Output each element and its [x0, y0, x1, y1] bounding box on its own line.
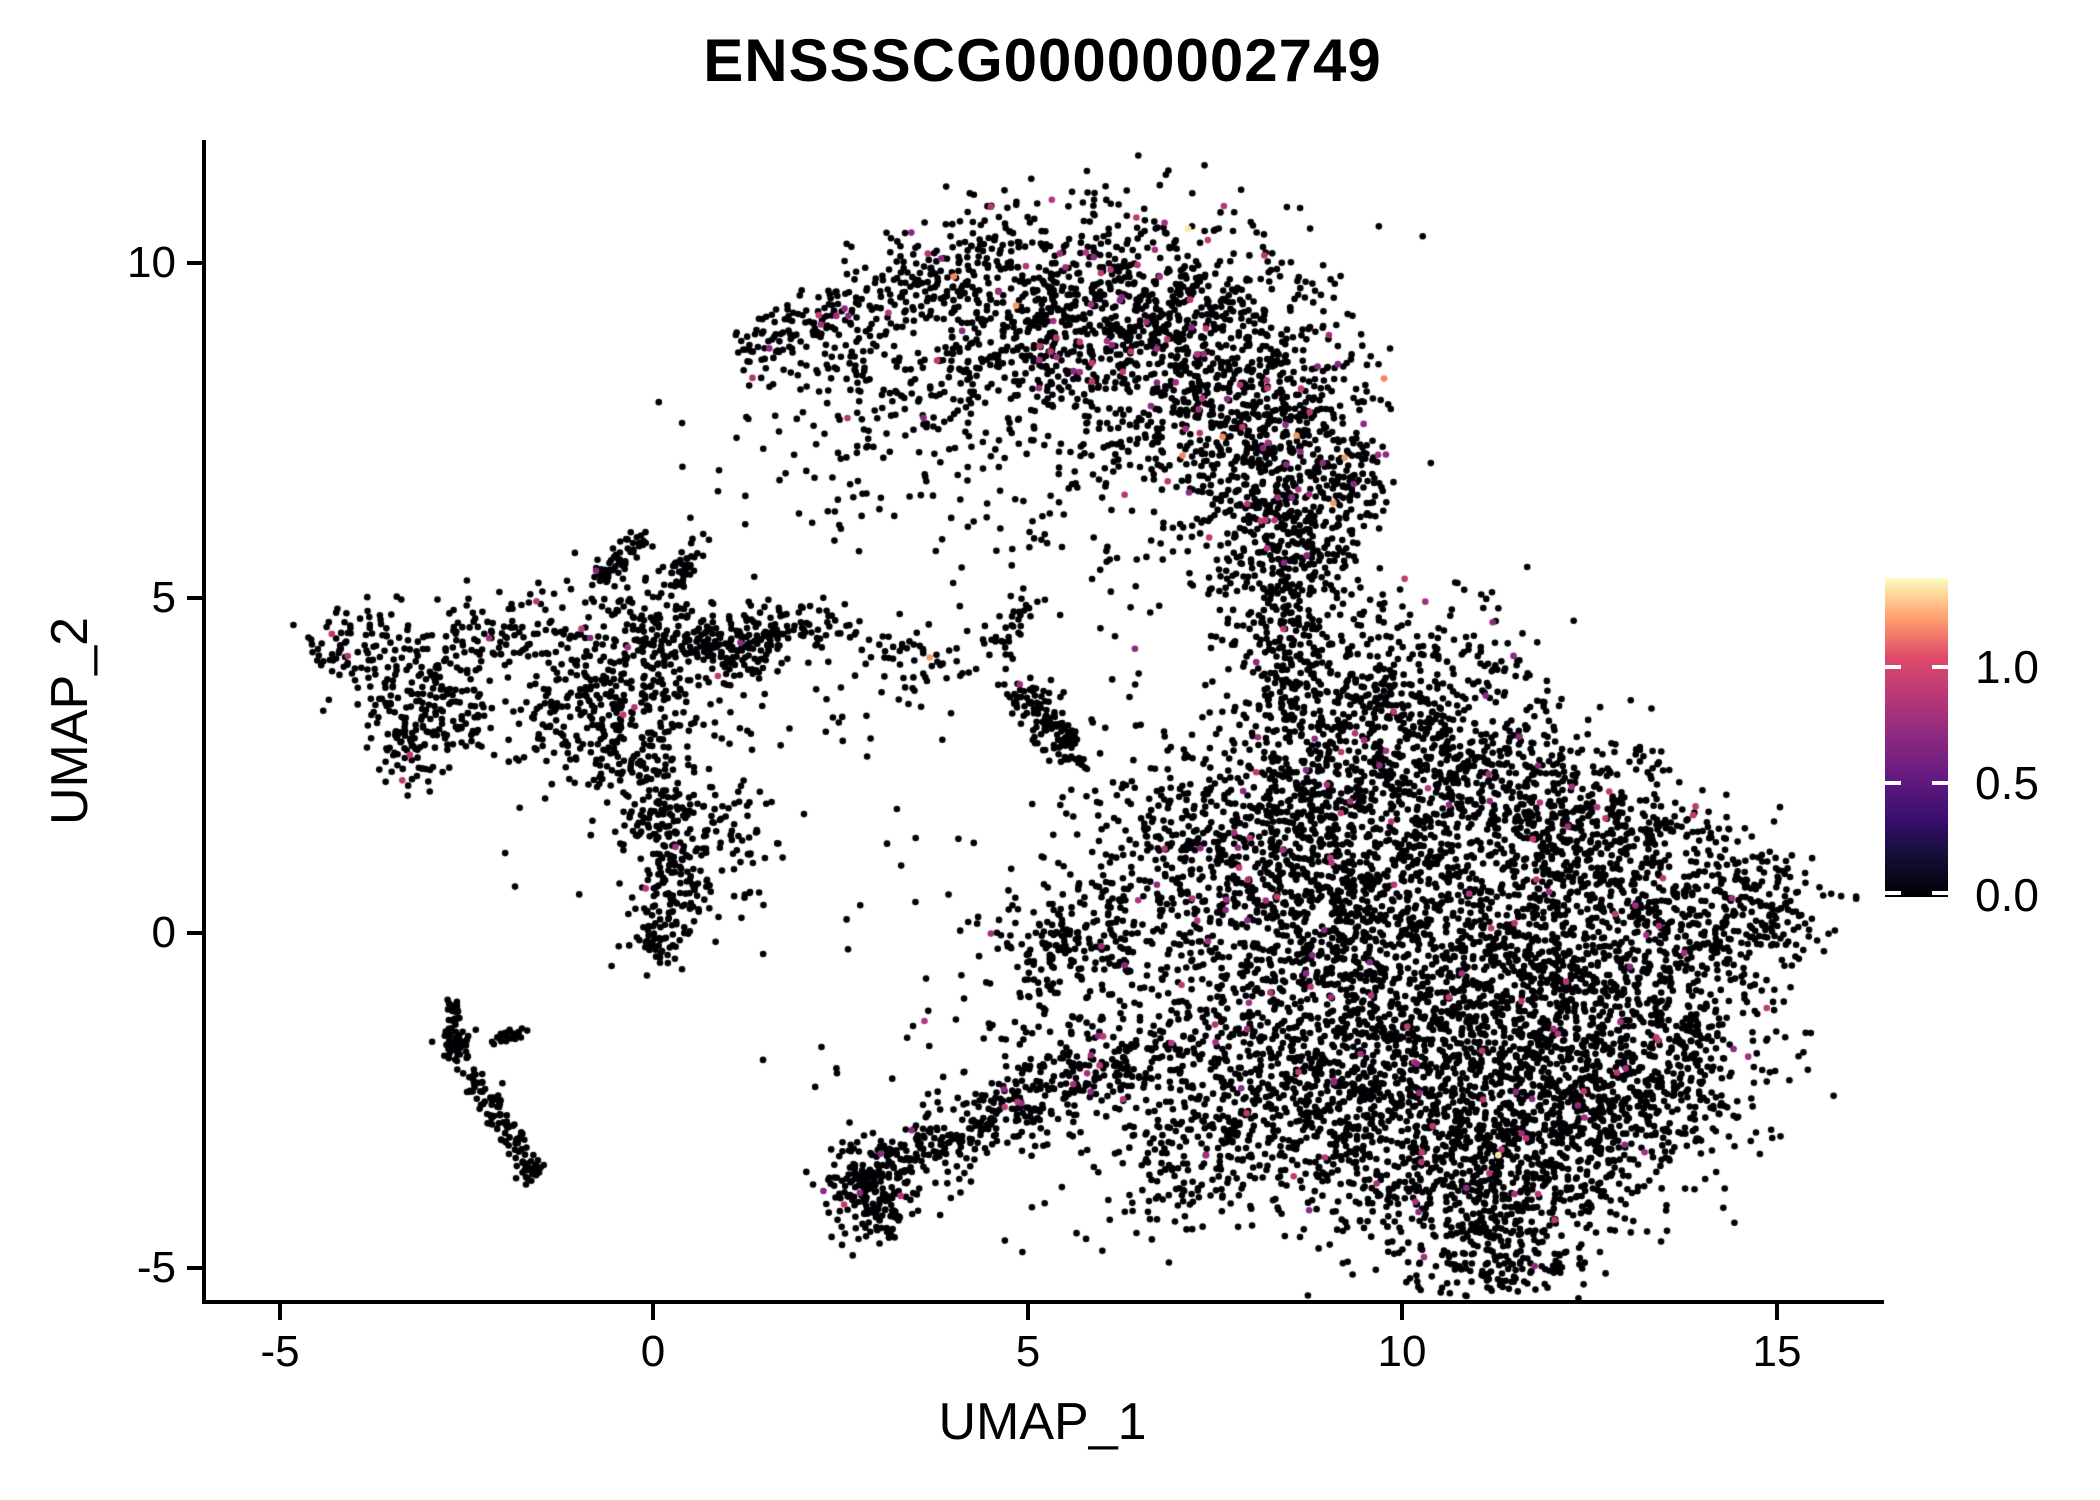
y-tick-label: 0	[151, 908, 176, 957]
x-axis-title: UMAP_1	[938, 1393, 1147, 1451]
x-tick-label: 15	[1752, 1327, 1802, 1376]
y-axis-title: UMAP_2	[41, 616, 99, 826]
x-tick-mark	[1775, 1304, 1779, 1320]
y-tick-label: 10	[127, 238, 176, 287]
y-tick-mark	[187, 596, 204, 600]
y-axis-line	[202, 140, 206, 1304]
x-tick-mark	[278, 1304, 282, 1320]
y-tick-mark	[187, 931, 204, 935]
y-tick-label: -5	[136, 1243, 176, 1292]
plot-title: ENSSSCG00000002749	[703, 27, 1382, 94]
y-tick-mark	[187, 1266, 204, 1270]
x-tick-label: 0	[640, 1327, 666, 1376]
colorbar-tick	[1932, 665, 1948, 669]
x-tick-label: -5	[260, 1327, 300, 1376]
colorbar-tick	[1932, 781, 1948, 785]
colorbar-tick	[1885, 891, 1901, 895]
colorbar-tick	[1932, 891, 1948, 895]
x-tick-mark	[1026, 1304, 1030, 1320]
x-tick-mark	[1400, 1304, 1404, 1320]
x-tick-label: 10	[1377, 1327, 1427, 1376]
colorbar-label: 0.5	[1975, 757, 2039, 809]
y-tick-label: 5	[151, 573, 176, 622]
x-tick-label: 5	[1015, 1327, 1041, 1376]
x-tick-mark	[651, 1304, 655, 1320]
colorbar-tick	[1885, 781, 1901, 785]
colorbar-label: 0.0	[1975, 869, 2039, 921]
colorbar-label: 1.0	[1975, 641, 2039, 693]
y-tick-mark	[187, 261, 204, 265]
colorbar-tick	[1885, 665, 1901, 669]
colorbar	[1885, 578, 1948, 897]
x-axis-line	[202, 1300, 1884, 1304]
